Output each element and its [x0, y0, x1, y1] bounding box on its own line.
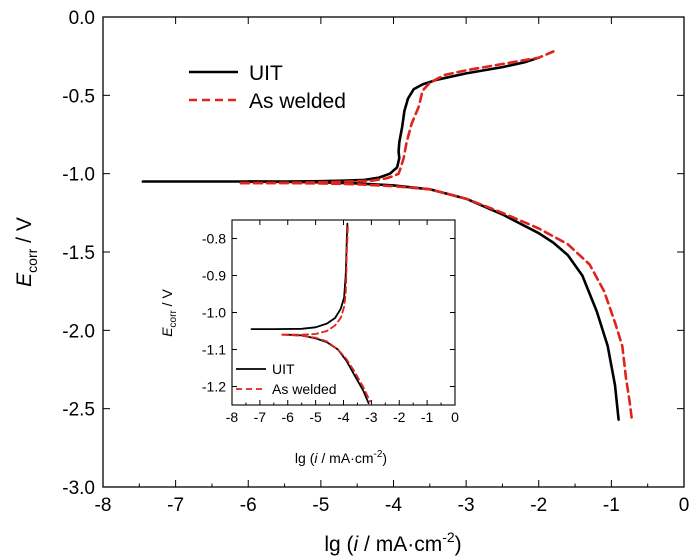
- main-x-tick-label: -3: [458, 495, 475, 516]
- inset-plot: -8 -7 -6 -5 -4 -3 -2 -1 0 -0.8 -0.9 -1.0 -1.1 -1.2 U…: [159, 205, 467, 472]
- inset-y-axis-title: Ecorr / V: [159, 289, 179, 337]
- inset-x-tick-label: 0: [451, 409, 459, 425]
- main-series-as-welded-anodic-line: [239, 50, 555, 185]
- main-y-tick-label: -3.0: [62, 478, 95, 499]
- main-x-tick-label: -1: [603, 495, 620, 516]
- main-x-tick-label: 0: [679, 495, 690, 516]
- inset-y-tick-label: -0.9: [202, 268, 226, 284]
- inset-y-tick-label: -0.8: [202, 231, 226, 247]
- inset-x-tick-label: -1: [421, 409, 434, 425]
- inset-series-as-welded-cathodic-line: [281, 333, 371, 403]
- main-legend: UIT As welded: [189, 62, 346, 113]
- inset-y-tick-label: -1.0: [202, 305, 226, 321]
- inset-x-axis-title: lg (i / mA·cm-2): [295, 449, 387, 466]
- inset-legend-label-uit: UIT: [272, 361, 295, 377]
- main-y-tick-label: -2.0: [62, 321, 95, 342]
- inset-x-tick-label: -4: [337, 409, 350, 425]
- inset-y-tick-label: -1.2: [202, 379, 226, 395]
- inset-y-ticks: -0.8 -0.9 -1.0 -1.1 -1.2: [202, 231, 455, 395]
- inset-x-tick-label: -7: [254, 409, 267, 425]
- main-x-tick-label: -7: [167, 495, 184, 516]
- main-x-tick-label: -2: [530, 495, 547, 516]
- legend-label-as-welded: As welded: [249, 90, 346, 113]
- main-x-tick-label: -4: [385, 495, 402, 516]
- legend-label-uit: UIT: [249, 62, 283, 85]
- main-y-tick-label: -1.5: [62, 243, 95, 264]
- inset-x-tick-label: -5: [309, 409, 322, 425]
- main-x-tick-label: -6: [240, 495, 257, 516]
- main-series-as-welded-cathodic-line: [239, 181, 634, 420]
- inset-y-tick-label: -1.1: [202, 342, 226, 358]
- inset-curves: [250, 222, 371, 405]
- inset-x-tick-label: -3: [365, 409, 378, 425]
- main-y-tick-label: -2.5: [62, 400, 95, 421]
- inset-legend: UIT As welded: [236, 361, 337, 397]
- main-x-ticks: -8 -7 -6 -5 -4 -3 -2 -1 0: [95, 17, 690, 516]
- inset-x-tick-label: -8: [226, 409, 239, 425]
- main-x-tick-label: -5: [312, 495, 329, 516]
- inset-x-tick-label: -6: [282, 409, 295, 425]
- main-y-axis-title: Ecorr / V: [13, 217, 40, 287]
- inset-x-tick-label: -2: [393, 409, 406, 425]
- inset-series-as-welded-anodic-line: [281, 222, 349, 336]
- inset-series-uit-anodic-line: [250, 222, 349, 331]
- main-y-tick-label: -1.0: [62, 165, 95, 186]
- main-y-tick-label: 0.0: [69, 8, 95, 29]
- main-x-tick-label: -8: [95, 495, 112, 516]
- main-plot: -8 -7 -6 -5 -4 -3 -2 -1 0 0.0 -0.5 -1.0 -1.5 -2.0 -2.…: [13, 8, 689, 556]
- inset-x-ticks: -8 -7 -6 -5 -4 -3 -2 -1 0: [226, 220, 459, 425]
- main-y-ticks: 0.0 -0.5 -1.0 -1.5 -2.0 -2.5 -3.0: [62, 8, 684, 499]
- main-y-tick-label: -0.5: [62, 86, 95, 107]
- main-curves: [141, 50, 634, 421]
- inset-legend-label-as-welded: As welded: [272, 381, 337, 397]
- main-x-axis-title: lg (i / mA·cm-2): [324, 529, 461, 556]
- main-series-uit-anodic-line: [141, 56, 541, 183]
